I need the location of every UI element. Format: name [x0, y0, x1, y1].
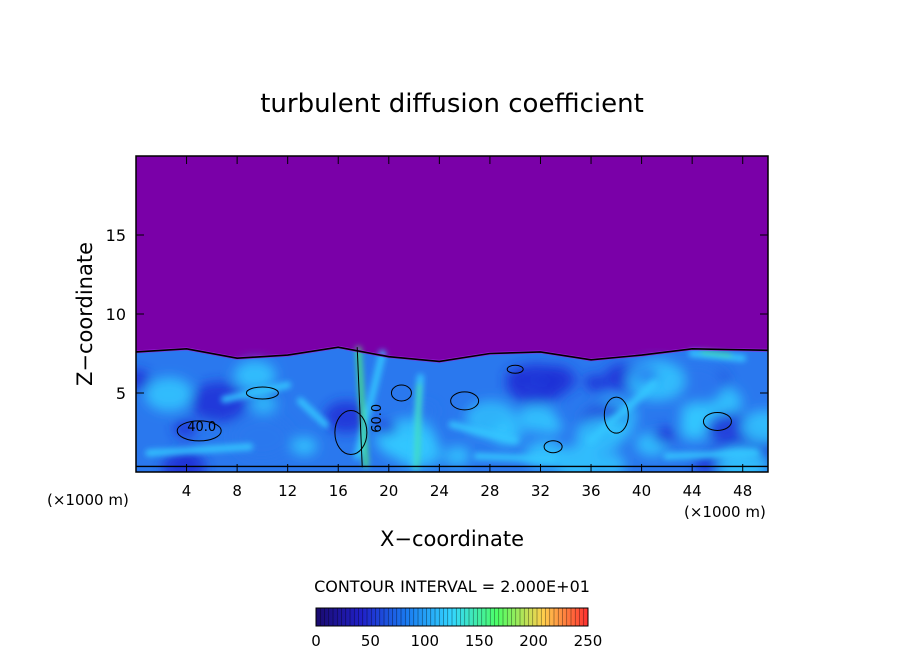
x-unit-left: (×1000 m) — [47, 491, 129, 509]
x-tick-label: 8 — [232, 482, 242, 500]
colorbar-tick-label: 150 — [465, 632, 494, 650]
texture-blob — [444, 446, 471, 466]
texture-blob — [542, 419, 563, 434]
contour-interval-text: CONTOUR INTERVAL = 2.000E+01 — [314, 577, 590, 596]
contour-value-label: 40.0 — [187, 420, 216, 435]
contour-value-label: 60.0 — [370, 404, 385, 433]
peak-streak — [415, 383, 421, 471]
texture-blob — [231, 415, 292, 460]
x-tick-label: 20 — [379, 482, 398, 500]
colorbar-tick-label: 100 — [410, 632, 439, 650]
x-tick-label: 48 — [733, 482, 752, 500]
contour-ring — [450, 391, 480, 411]
contour-ring — [390, 384, 412, 402]
texture-blob — [595, 454, 626, 472]
texture-blob — [145, 377, 194, 412]
high-value-streaks — [145, 346, 759, 471]
y-tick-label: 5 — [116, 384, 126, 403]
contour-value-labels: 40.0 60.0 — [187, 404, 385, 435]
texture-blob — [740, 410, 768, 444]
streak — [448, 421, 519, 444]
colorbar-tick-label: 0 — [311, 632, 321, 650]
colorbar-tick-label: 250 — [574, 632, 603, 650]
contour-lines — [136, 346, 768, 468]
colorbar-ticks: 0 50 100 150 200 250 — [311, 632, 602, 650]
streak — [296, 397, 330, 429]
contour-ring — [245, 386, 279, 400]
x-tick-label: 28 — [480, 482, 499, 500]
texture-blob — [676, 433, 711, 457]
colorbar-tick-label: 200 — [519, 632, 548, 650]
texture-blob — [524, 440, 564, 469]
texture-blob — [505, 368, 532, 387]
y-tick-label: 15 — [106, 226, 126, 245]
x-unit-right: (×1000 m) — [684, 503, 766, 521]
texture-blob — [173, 420, 197, 438]
contour-ring — [603, 396, 629, 434]
plot-area — [136, 156, 768, 472]
texture-blob — [233, 360, 276, 391]
contour-ring — [334, 410, 368, 455]
x-axis-ticks: 4 8 12 16 20 24 28 32 36 40 44 48 — [182, 156, 752, 500]
colorbar-tick-label: 50 — [361, 632, 380, 650]
colorbar — [315, 607, 589, 627]
texture-blob — [653, 427, 677, 445]
texture-blob — [249, 393, 278, 414]
x-tick-label: 4 — [182, 482, 192, 500]
x-tick-label: 12 — [278, 482, 297, 500]
contour-ring — [506, 364, 524, 374]
streak — [145, 443, 254, 457]
streak — [587, 380, 658, 444]
colorbar-frame — [315, 607, 589, 627]
texture-blob — [190, 381, 248, 423]
contour-ring — [543, 440, 563, 454]
texture-blob — [324, 401, 369, 433]
x-tick-label: 44 — [683, 482, 702, 500]
x-tick-label: 32 — [531, 482, 550, 500]
peak-streak — [355, 346, 369, 469]
turbulent-layer — [136, 345, 768, 472]
texture-blob — [584, 375, 603, 389]
texture-blob — [553, 445, 601, 472]
contour-ring — [702, 411, 732, 431]
streak — [663, 449, 759, 460]
y-tick-label: 10 — [106, 305, 126, 324]
x-axis-label: X−coordinate — [380, 527, 524, 551]
chart-title: turbulent diffusion coefficient — [260, 89, 644, 119]
contour-line — [356, 347, 363, 468]
y-axis-label: Z−coordinate — [73, 242, 97, 386]
texture-blob — [680, 402, 713, 426]
texture-blob — [627, 359, 685, 402]
texture-blob — [634, 366, 659, 384]
x-tick-label: 36 — [581, 482, 600, 500]
streak — [220, 381, 292, 403]
texture-blob — [377, 420, 397, 435]
streak — [473, 452, 557, 463]
contour-ring — [176, 420, 222, 442]
texture-blob — [291, 436, 318, 456]
contour-top — [136, 346, 768, 363]
streak — [688, 350, 747, 362]
texture-blob — [705, 412, 755, 448]
x-tick-label: 24 — [430, 482, 449, 500]
peak-streak — [700, 350, 732, 357]
x-tick-label: 16 — [329, 482, 348, 500]
x-tick-label: 40 — [632, 482, 651, 500]
y-axis-ticks: 5 10 15 — [106, 226, 768, 403]
texture-blob — [136, 369, 151, 391]
